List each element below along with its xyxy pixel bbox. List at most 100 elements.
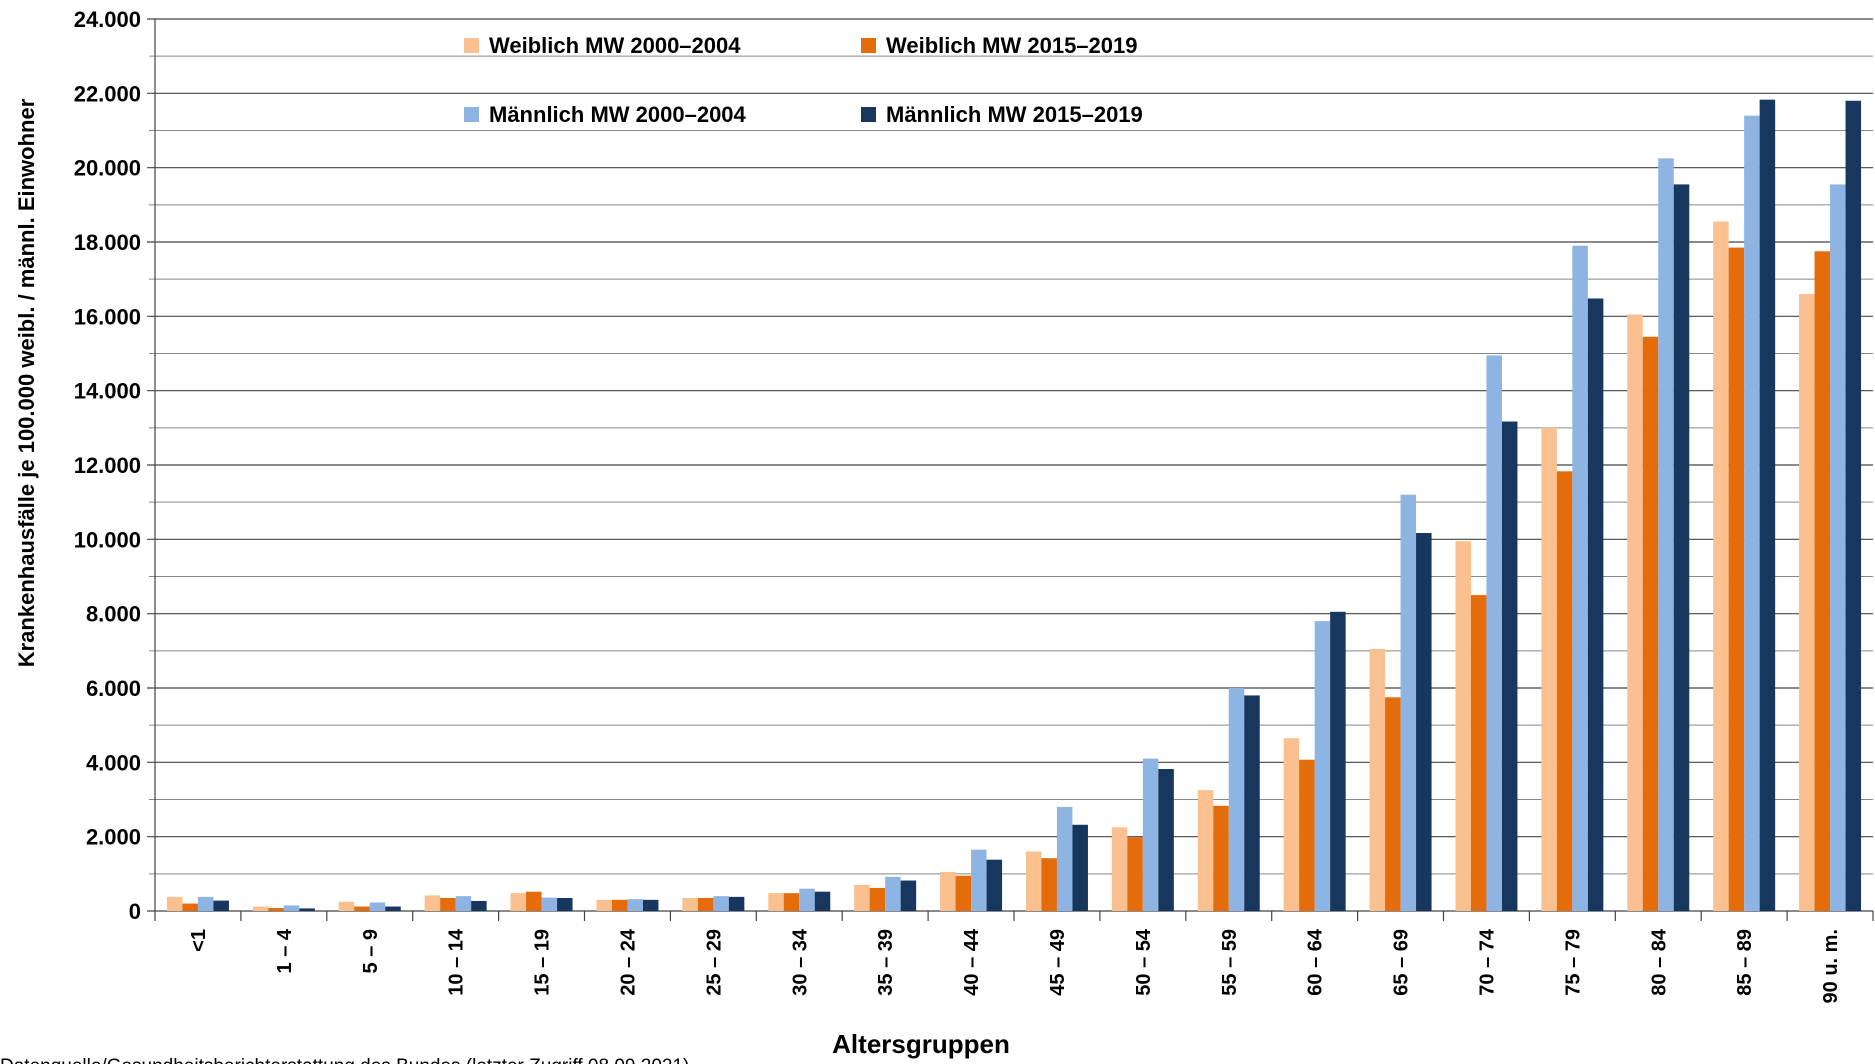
x-tick-label: 55 – 59 [1219, 929, 1241, 996]
x-tick-label: 80 – 84 [1648, 928, 1670, 996]
bar [783, 893, 800, 911]
y-tick-label: 8.000 [86, 602, 141, 627]
bar [338, 901, 355, 911]
bar [1541, 427, 1557, 911]
bar [299, 908, 315, 911]
bar [1385, 697, 1401, 911]
bar [283, 905, 300, 911]
x-tick-label: <1 [188, 929, 210, 952]
bar [1416, 533, 1432, 911]
bar [799, 888, 815, 911]
legend-swatch [861, 38, 876, 53]
bar [1056, 806, 1073, 911]
bar [1759, 99, 1776, 911]
bar [268, 908, 284, 911]
x-tick-label: 35 – 39 [875, 929, 897, 996]
bar [252, 906, 269, 911]
y-tick-label: 10.000 [74, 527, 141, 552]
bar [1228, 688, 1245, 911]
bar [697, 897, 714, 911]
bar [854, 884, 870, 911]
bar [1299, 759, 1315, 911]
y-tick-label: 2.000 [86, 825, 141, 850]
legend-label: Weiblich MW 2015–2019 [886, 33, 1138, 58]
bar [1470, 595, 1487, 911]
bar [166, 896, 183, 911]
y-tick-label: 18.000 [74, 230, 141, 255]
bar [1369, 648, 1386, 911]
legend-swatch [464, 38, 479, 53]
bar [642, 899, 659, 911]
bar [682, 897, 698, 911]
x-tick-label: 65 – 69 [1391, 929, 1413, 996]
x-tick-label: 75 – 79 [1562, 929, 1584, 996]
y-tick-label: 20.000 [74, 156, 141, 181]
bar [627, 899, 643, 911]
bar [182, 903, 198, 911]
bar [885, 876, 901, 911]
legend-label: Männlich MW 2015–2019 [886, 102, 1143, 127]
x-tick-label: 45 – 49 [1047, 929, 1069, 996]
bar [1501, 421, 1518, 911]
bar [1197, 790, 1214, 911]
bar [541, 897, 558, 911]
bar [1455, 541, 1471, 911]
y-tick-label: 14.000 [74, 379, 141, 404]
bar [197, 896, 214, 911]
bar [1111, 827, 1128, 911]
bar [213, 900, 229, 911]
bar [971, 849, 987, 911]
bar [596, 899, 612, 911]
bar [1556, 471, 1573, 911]
bar [1587, 298, 1604, 911]
bar [814, 891, 831, 911]
bar [1642, 336, 1659, 911]
bar [1025, 851, 1042, 911]
x-tick-label: 15 – 19 [532, 929, 554, 996]
bar [900, 880, 917, 911]
bar [1213, 805, 1229, 911]
y-tick-label: 16.000 [74, 304, 141, 329]
bar [728, 896, 745, 911]
bar [510, 893, 527, 911]
bar [526, 891, 542, 911]
x-tick-label: 30 – 34 [789, 928, 811, 996]
x-tick-label: 5 – 9 [360, 929, 382, 973]
x-tick-label: 1 – 4 [274, 928, 296, 973]
bar [1283, 738, 1300, 911]
bar [1072, 824, 1088, 911]
bar [1244, 695, 1260, 911]
x-tick-label: 70 – 74 [1476, 928, 1498, 996]
bar [986, 859, 1003, 911]
bar [1400, 494, 1417, 911]
bar [1486, 355, 1502, 911]
bar [1572, 245, 1588, 911]
bar [1330, 611, 1346, 911]
x-tick-label: 85 – 89 [1734, 929, 1756, 996]
bar [611, 899, 628, 911]
bar [1814, 251, 1831, 911]
bar [455, 896, 472, 911]
bar [1713, 221, 1729, 911]
bar [1127, 837, 1143, 911]
bar [869, 887, 886, 911]
bar [1041, 858, 1057, 911]
legend-swatch [861, 107, 876, 122]
bar [440, 897, 456, 911]
bar [1314, 621, 1331, 911]
bar [768, 893, 784, 911]
bar [471, 900, 487, 911]
y-tick-label: 22.000 [74, 81, 141, 106]
bar [1830, 184, 1846, 911]
x-tick-label: 50 – 54 [1133, 928, 1155, 996]
y-tick-label: 24.000 [74, 7, 141, 32]
source: Datenquelle/Gesundheitsberichterstattung… [0, 1056, 689, 1064]
y-tick-label: 4.000 [86, 750, 141, 775]
bar [1728, 247, 1745, 911]
y-tick-label: 12.000 [74, 453, 141, 478]
bar [424, 895, 441, 911]
y-tick-label: 6.000 [86, 676, 141, 701]
bar [354, 906, 370, 911]
y-axis-label: Krankenhausfälle je 100.000 weibl. / män… [14, 98, 39, 667]
